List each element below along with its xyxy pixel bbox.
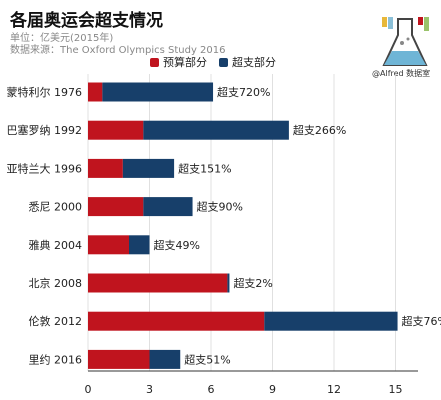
category-label-3: 悉尼 2000 (29, 201, 83, 214)
legend: 预算部分 超支部分 (150, 54, 276, 70)
category-label-7: 里约 2016 (29, 353, 83, 366)
bar-overrun-5 (227, 273, 230, 293)
legend-label-budget: 预算部分 (163, 56, 207, 69)
x-tick-label-4: 12 (327, 383, 341, 396)
bar-budget-7 (88, 349, 150, 369)
data-label-5: 超支2% (233, 276, 272, 290)
x-tick-label-2: 6 (208, 383, 215, 396)
data-label-0: 超支720% (217, 85, 270, 99)
x-tick-label-3: 9 (269, 383, 276, 396)
bar-budget-3 (88, 197, 144, 217)
flask-logo-icon (382, 17, 429, 66)
category-label-4: 雅典 2004 (29, 238, 83, 252)
legend-swatch-budget (150, 57, 159, 67)
data-label-6: 超支76% (402, 314, 441, 328)
category-label-1: 巴塞罗纳 1992 (7, 123, 83, 137)
bar-overrun-0 (102, 82, 214, 102)
bar-budget-1 (88, 120, 144, 140)
x-tick-label-5: 15 (389, 383, 403, 396)
bar-budget-6 (88, 311, 265, 331)
bar-budget-5 (88, 273, 228, 293)
data-label-3: 超支90% (197, 200, 243, 214)
data-label-7: 超支51% (184, 352, 230, 366)
data-label-4: 超支49% (154, 238, 200, 252)
data-label-1: 超支266% (293, 123, 346, 137)
source-note: 数据来源：The Oxford Olympics Study 2016 (10, 45, 226, 56)
data-label-2: 超支151% (178, 161, 231, 175)
legend-item-overrun: 超支部分 (219, 54, 276, 70)
unit-note: 单位：亿美元(2015年) (10, 33, 114, 44)
category-label-6: 伦敦 2012 (29, 314, 83, 328)
category-label-5: 北京 2008 (29, 276, 83, 290)
category-label-2: 亚特兰大 1996 (7, 161, 83, 175)
bar-overrun-6 (264, 311, 398, 331)
x-tick-label-1: 3 (146, 383, 153, 396)
bar-overrun-3 (143, 197, 193, 217)
bar-budget-4 (88, 235, 129, 255)
x-tick-label-0: 0 (85, 383, 92, 396)
bar-overrun-1 (143, 120, 289, 140)
legend-label-overrun: 超支部分 (232, 56, 276, 69)
bar-overrun-4 (129, 235, 150, 255)
bar-overrun-2 (122, 158, 175, 178)
bar-overrun-7 (149, 349, 181, 369)
bar-budget-0 (88, 82, 103, 102)
category-label-0: 蒙特利尔 1976 (7, 85, 83, 99)
legend-item-budget: 预算部分 (150, 54, 207, 70)
legend-swatch-overrun (219, 57, 228, 67)
bar-budget-2 (88, 158, 123, 178)
brand-handle: @Alfred 数据室 (372, 69, 431, 78)
chart-title: 各届奥运会超支情况 (10, 11, 163, 31)
